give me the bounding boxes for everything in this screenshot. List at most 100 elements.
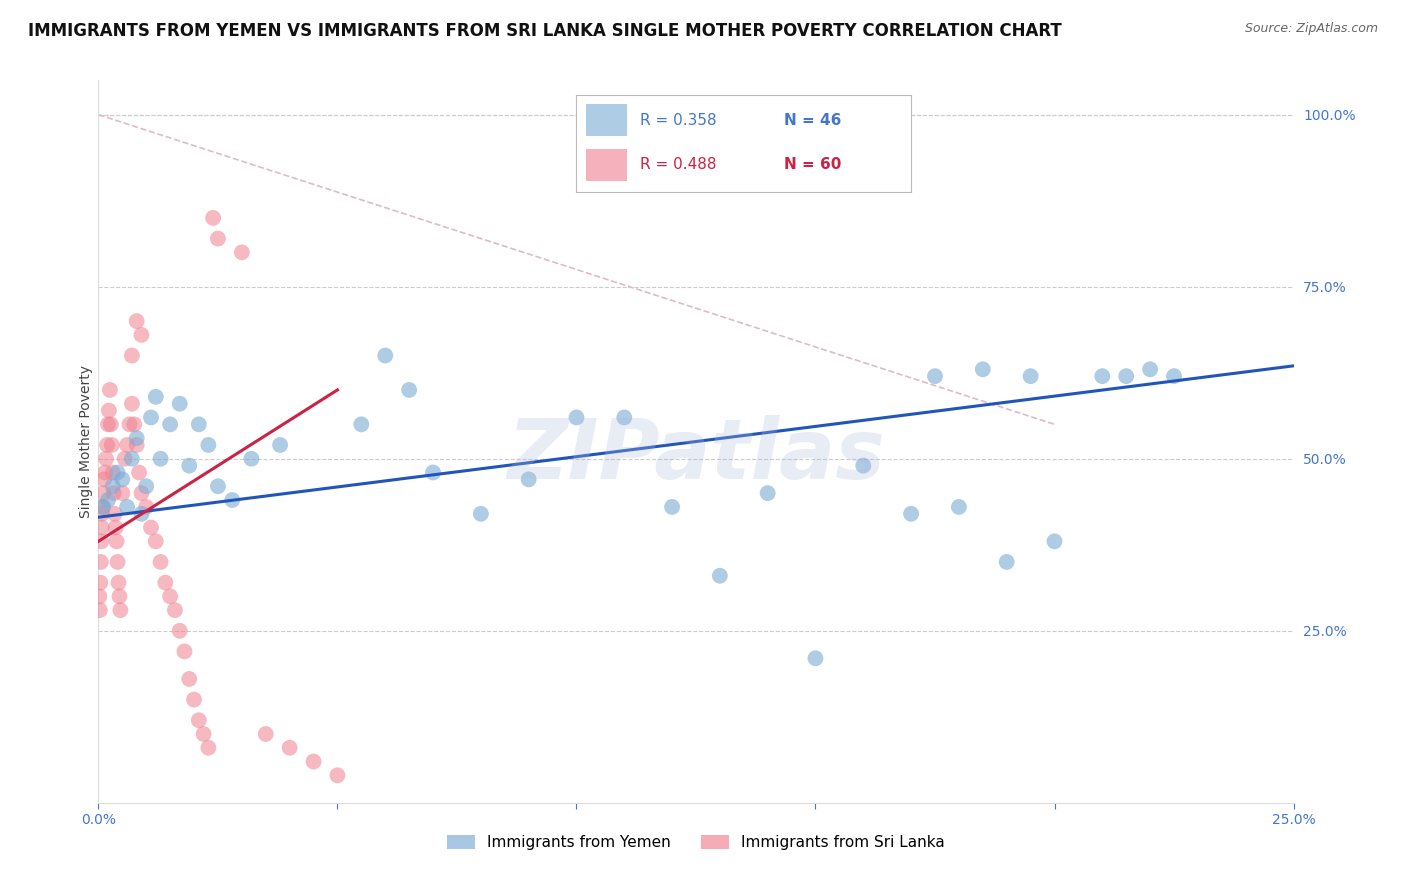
Point xyxy=(89,603,111,617)
Point xyxy=(948,500,970,514)
Point xyxy=(115,500,138,514)
Point xyxy=(91,500,114,514)
Point xyxy=(1091,369,1114,384)
Point xyxy=(422,466,444,480)
Point xyxy=(90,555,112,569)
Point xyxy=(661,500,683,514)
Point xyxy=(139,520,162,534)
Point xyxy=(163,603,186,617)
Point xyxy=(103,486,125,500)
Point xyxy=(107,466,129,480)
Point xyxy=(852,458,875,473)
Point xyxy=(207,479,229,493)
Point xyxy=(197,438,219,452)
Point xyxy=(1115,369,1137,384)
Point xyxy=(254,727,277,741)
Point xyxy=(101,438,124,452)
Point xyxy=(121,349,143,363)
Point xyxy=(128,466,150,480)
Point xyxy=(131,327,153,342)
Point xyxy=(924,369,946,384)
Point xyxy=(111,486,134,500)
Point xyxy=(202,211,225,225)
Point xyxy=(149,451,172,466)
Point xyxy=(125,431,148,445)
Point xyxy=(107,555,129,569)
Point xyxy=(90,534,112,549)
Point xyxy=(96,438,118,452)
Point xyxy=(135,479,157,493)
Point xyxy=(278,740,301,755)
Point xyxy=(125,438,148,452)
Point xyxy=(100,417,122,432)
Point xyxy=(193,727,215,741)
Point xyxy=(207,231,229,245)
Point xyxy=(94,451,117,466)
Point xyxy=(124,417,146,432)
Point xyxy=(101,466,124,480)
Text: IMMIGRANTS FROM YEMEN VS IMMIGRANTS FROM SRI LANKA SINGLE MOTHER POVERTY CORRELA: IMMIGRANTS FROM YEMEN VS IMMIGRANTS FROM… xyxy=(28,22,1062,40)
Point xyxy=(101,479,124,493)
Point xyxy=(104,507,127,521)
Point xyxy=(89,575,111,590)
Y-axis label: Single Mother Poverty: Single Mother Poverty xyxy=(79,365,93,518)
Point xyxy=(93,472,115,486)
Point xyxy=(179,672,201,686)
Text: ZIPatlas: ZIPatlas xyxy=(508,416,884,497)
Point xyxy=(613,410,636,425)
Point xyxy=(91,507,114,521)
Point xyxy=(169,397,191,411)
Point xyxy=(269,438,291,452)
Point xyxy=(97,417,120,432)
Point xyxy=(155,575,177,590)
Point xyxy=(125,314,148,328)
Point xyxy=(470,507,492,521)
Text: Source: ZipAtlas.com: Source: ZipAtlas.com xyxy=(1244,22,1378,36)
Point xyxy=(169,624,191,638)
Point xyxy=(183,692,205,706)
Point xyxy=(111,472,134,486)
Point xyxy=(179,458,201,473)
Point xyxy=(398,383,420,397)
Legend: Immigrants from Yemen, Immigrants from Sri Lanka: Immigrants from Yemen, Immigrants from S… xyxy=(441,830,950,856)
Point xyxy=(240,451,263,466)
Point xyxy=(187,713,209,727)
Point xyxy=(89,590,111,604)
Point xyxy=(114,451,136,466)
Point xyxy=(173,644,195,658)
Point xyxy=(565,410,588,425)
Point xyxy=(1019,369,1042,384)
Point xyxy=(104,520,127,534)
Point xyxy=(121,397,143,411)
Point xyxy=(97,403,120,417)
Point xyxy=(131,507,153,521)
Point xyxy=(1043,534,1066,549)
Point xyxy=(118,417,141,432)
Point xyxy=(1163,369,1185,384)
Point xyxy=(145,534,167,549)
Point xyxy=(197,740,219,755)
Point xyxy=(159,417,181,432)
Point xyxy=(121,451,143,466)
Point xyxy=(110,603,132,617)
Point xyxy=(135,500,157,514)
Point xyxy=(91,486,114,500)
Point xyxy=(302,755,325,769)
Point xyxy=(187,417,209,432)
Point xyxy=(709,568,731,582)
Point xyxy=(98,383,121,397)
Point xyxy=(374,349,396,363)
Point xyxy=(107,575,129,590)
Point xyxy=(350,417,373,432)
Point xyxy=(756,486,779,500)
Point xyxy=(131,486,153,500)
Point xyxy=(972,362,994,376)
Point xyxy=(159,590,181,604)
Point xyxy=(145,390,167,404)
Point xyxy=(97,493,120,508)
Point xyxy=(900,507,922,521)
Point xyxy=(139,410,162,425)
Point xyxy=(326,768,349,782)
Point xyxy=(995,555,1018,569)
Point xyxy=(149,555,172,569)
